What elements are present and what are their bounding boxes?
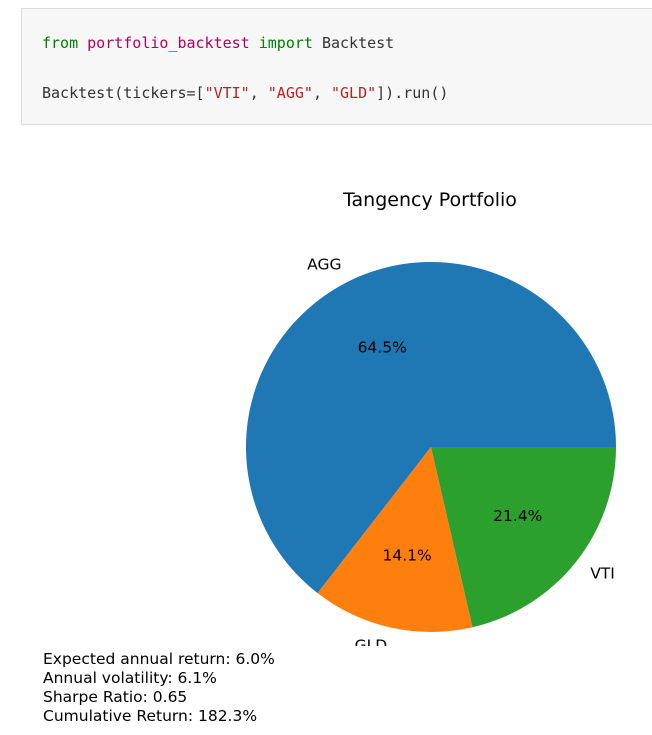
call-suffix: ]).run() — [376, 84, 449, 102]
ticker-separator-2: , — [312, 84, 331, 102]
ticker-string-3: "GLD" — [331, 84, 377, 102]
keyword-import: import — [258, 34, 313, 52]
sharpe-ratio-text: Sharpe Ratio: 0.65 — [43, 688, 188, 706]
pie-slice-gld — [317, 447, 473, 633]
chart-title: Tangency Portfolio — [342, 189, 517, 211]
ticker-separator-1: , — [249, 84, 268, 102]
cell-output: Tangency Portfolio 64.5% AGG 14.1% GLD 21.4%… — [21, 126, 652, 735]
cumulative-return-text: Cumulative Return: 182.3% — [43, 707, 258, 725]
ticker-string-2: "AGG" — [267, 84, 313, 102]
pie-category-label-agg: AGG — [307, 255, 341, 273]
expected-return-text: Expected annual return: 6.0% — [43, 650, 275, 668]
code-line-import: from portfolio_backtest import Backtest — [42, 34, 394, 52]
module-name: portfolio_backtest — [87, 34, 250, 52]
pie-pct-label-vti: 21.4% — [493, 507, 542, 525]
pie-slice-agg — [245, 262, 617, 594]
imported-name: Backtest — [321, 34, 395, 52]
call-prefix: Backtest(tickers=[ — [42, 84, 205, 102]
pie-category-label-vti: VTI — [590, 565, 615, 583]
volatility-text: Annual volatility: 6.1% — [43, 669, 217, 687]
keyword-from: from — [42, 34, 79, 52]
pie-pct-label-gld: 14.1% — [382, 546, 431, 564]
pie-slice-vti — [431, 447, 616, 628]
pie-category-label-gld: GLD — [355, 637, 388, 646]
pie-pct-label-agg: 64.5% — [358, 338, 407, 356]
ticker-string-1: "VTI" — [204, 84, 250, 102]
code-line-run: Backtest(tickers=["VTI", "AGG", "GLD"]).… — [42, 84, 448, 102]
code-cell[interactable]: from portfolio_backtest import Backtest … — [21, 8, 652, 125]
stats-block: Expected annual return: 6.0% Annual vola… — [43, 650, 275, 726]
pie-chart: Tangency Portfolio 64.5% AGG 14.1% GLD 21.4%… — [245, 189, 617, 646]
